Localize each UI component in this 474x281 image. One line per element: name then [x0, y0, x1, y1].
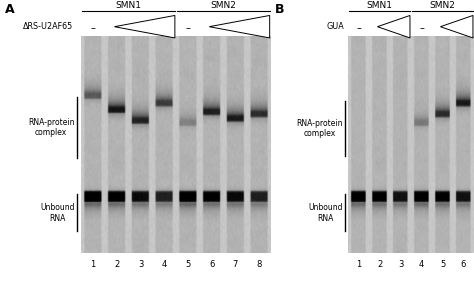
Text: –: –	[419, 23, 424, 33]
Text: 4: 4	[419, 260, 424, 269]
Polygon shape	[114, 15, 175, 38]
Text: SMN1: SMN1	[116, 1, 142, 10]
Text: SMN1: SMN1	[366, 1, 392, 10]
Polygon shape	[209, 15, 270, 38]
Text: 6: 6	[461, 260, 466, 269]
Text: 6: 6	[209, 260, 214, 269]
Text: 3: 3	[398, 260, 403, 269]
Polygon shape	[377, 15, 410, 38]
Text: RNA-protein
complex: RNA-protein complex	[296, 119, 343, 138]
Text: Unbound
RNA: Unbound RNA	[40, 203, 74, 223]
Text: 3: 3	[138, 260, 143, 269]
Text: 7: 7	[233, 260, 238, 269]
Text: 4: 4	[162, 260, 167, 269]
Text: Unbound
RNA: Unbound RNA	[309, 203, 343, 223]
Text: 1: 1	[91, 260, 96, 269]
Text: 5: 5	[440, 260, 445, 269]
Text: SMN2: SMN2	[429, 1, 456, 10]
Text: 8: 8	[256, 260, 262, 269]
Text: B: B	[275, 3, 284, 16]
Text: SMN2: SMN2	[210, 1, 237, 10]
Text: 1: 1	[356, 260, 361, 269]
Text: –: –	[356, 23, 361, 33]
Text: RNA-protein
complex: RNA-protein complex	[28, 118, 74, 137]
Text: A: A	[5, 3, 15, 16]
Polygon shape	[440, 15, 473, 38]
Text: –: –	[91, 23, 96, 33]
Text: 2: 2	[377, 260, 382, 269]
Text: 5: 5	[185, 260, 191, 269]
Text: –: –	[185, 23, 191, 33]
Text: ΔRS-U2AF65: ΔRS-U2AF65	[23, 22, 73, 31]
Text: 2: 2	[114, 260, 119, 269]
Text: GUA: GUA	[326, 22, 344, 31]
